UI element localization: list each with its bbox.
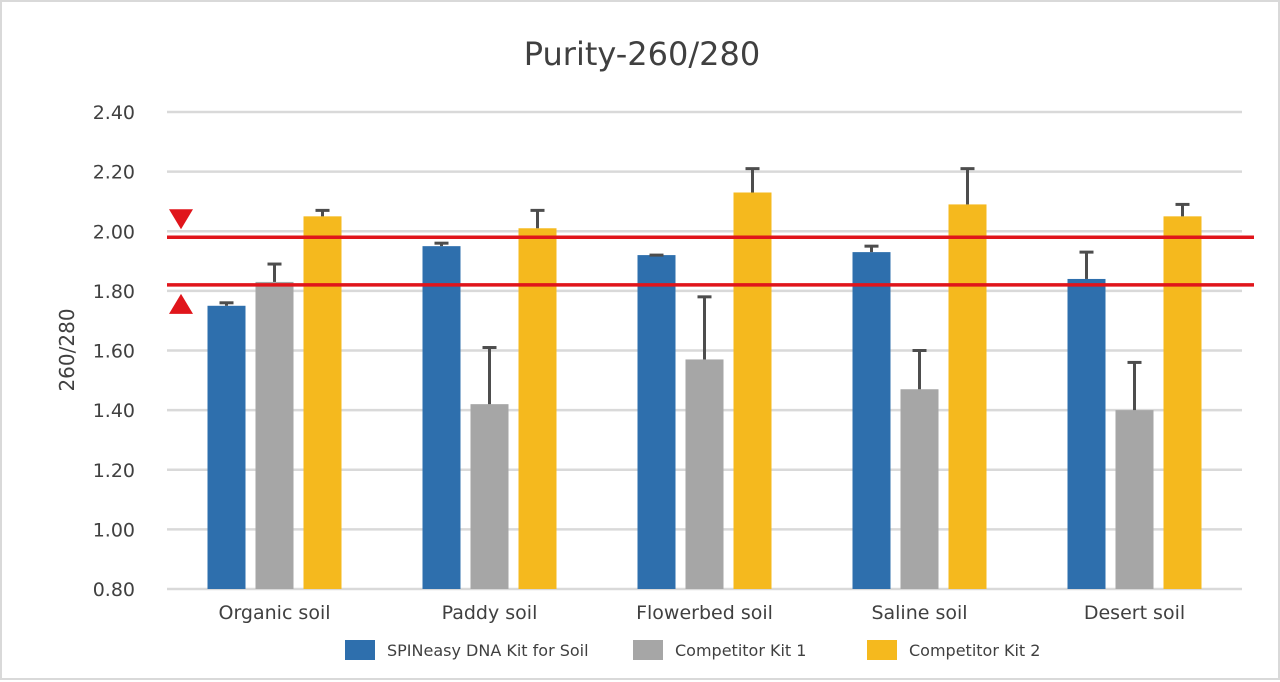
chart-title: Purity-260/280	[524, 35, 760, 73]
reference-lines	[167, 209, 1254, 314]
legend-swatch	[867, 640, 897, 660]
legend-label: SPINeasy DNA Kit for Soil	[387, 641, 589, 660]
legend-label: Competitor Kit 2	[909, 641, 1040, 660]
up-triangle-marker	[169, 293, 193, 314]
bar	[207, 305, 246, 589]
labels: Purity-260/280 260/280 0.80 1.00 1.20 1.40 1…	[55, 35, 1185, 624]
bar	[852, 252, 891, 589]
x-tick-label: Desert soil	[1084, 602, 1185, 624]
x-tick-label: Paddy soil	[442, 602, 538, 624]
legend-swatch	[633, 640, 663, 660]
bar	[255, 281, 294, 589]
bar	[685, 359, 724, 589]
y-tick-label: 1.20	[93, 460, 135, 482]
bars	[207, 192, 1202, 590]
bar	[518, 228, 557, 590]
bar	[733, 192, 772, 589]
legend: SPINeasy DNA Kit for Soil Competitor Kit …	[345, 640, 1040, 660]
x-tick-label: Saline soil	[871, 602, 967, 624]
bar	[1115, 410, 1154, 589]
y-tick-label: 1.40	[93, 400, 135, 422]
bar	[470, 404, 509, 589]
y-tick-label: 0.80	[93, 579, 135, 601]
y-tick-label: 2.20	[93, 162, 135, 184]
y-tick-label: 2.00	[93, 221, 135, 243]
x-tick-label: Flowerbed soil	[636, 602, 773, 624]
error-bars	[219, 167, 1190, 411]
down-triangle-marker	[169, 209, 193, 230]
legend-label: Competitor Kit 1	[675, 641, 806, 660]
y-axis-label: 260/280	[55, 308, 79, 391]
bar	[422, 246, 461, 589]
bar	[1163, 216, 1202, 589]
y-tick-label: 1.00	[93, 519, 135, 541]
y-tick-label: 2.40	[93, 102, 135, 124]
bar	[900, 389, 939, 589]
legend-swatch	[345, 640, 375, 660]
x-tick-label: Organic soil	[218, 602, 330, 624]
y-tick-label: 1.80	[93, 281, 135, 303]
bar	[948, 204, 987, 589]
bar	[303, 216, 342, 589]
y-tick-label: 1.60	[93, 341, 135, 363]
bar	[1067, 278, 1106, 589]
bar	[637, 255, 676, 589]
